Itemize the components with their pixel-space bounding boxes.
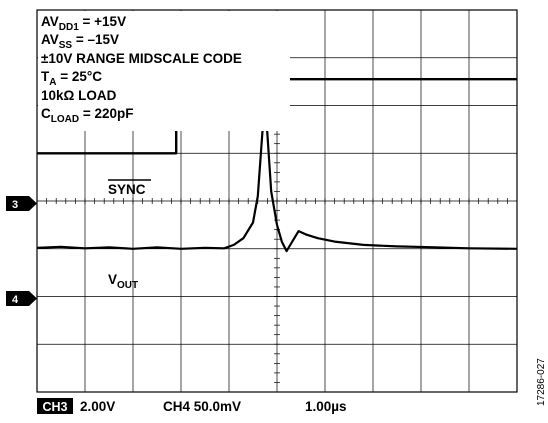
annotation-cload: CLOAD = 220pF [41, 106, 134, 125]
annotation-ta: TA = 25°C [41, 69, 102, 88]
channel-3-number: 3 [12, 199, 18, 211]
footer-ch3: CH3 [37, 398, 73, 414]
vout-trace-label: VOUT [108, 272, 138, 291]
annotation-box [38, 11, 290, 131]
annotation-range: ±10V RANGE MIDSCALE CODE [41, 51, 242, 66]
annotation-avdd: AVDD1 = +15V [41, 14, 126, 33]
channel-4-marker: 4 [6, 291, 37, 306]
annotation-avss: AVSS = –15V [41, 32, 119, 51]
footer-ch3-scale: 2.00V [80, 399, 115, 414]
annotation-load: 10kΩ LOAD [41, 88, 117, 103]
channel-4-number: 4 [12, 294, 19, 306]
footer-time-scale: 1.00µs [305, 399, 347, 414]
plot-frame [36, 9, 518, 393]
figure-id: 17286-027 [536, 358, 547, 406]
channel-3-marker: 3 [6, 196, 37, 211]
sync-trace-label: SYNC [108, 182, 146, 197]
footer-ch4-scale: CH4 50.0mV [163, 399, 241, 414]
footer-ch3-label: CH3 [42, 400, 67, 414]
